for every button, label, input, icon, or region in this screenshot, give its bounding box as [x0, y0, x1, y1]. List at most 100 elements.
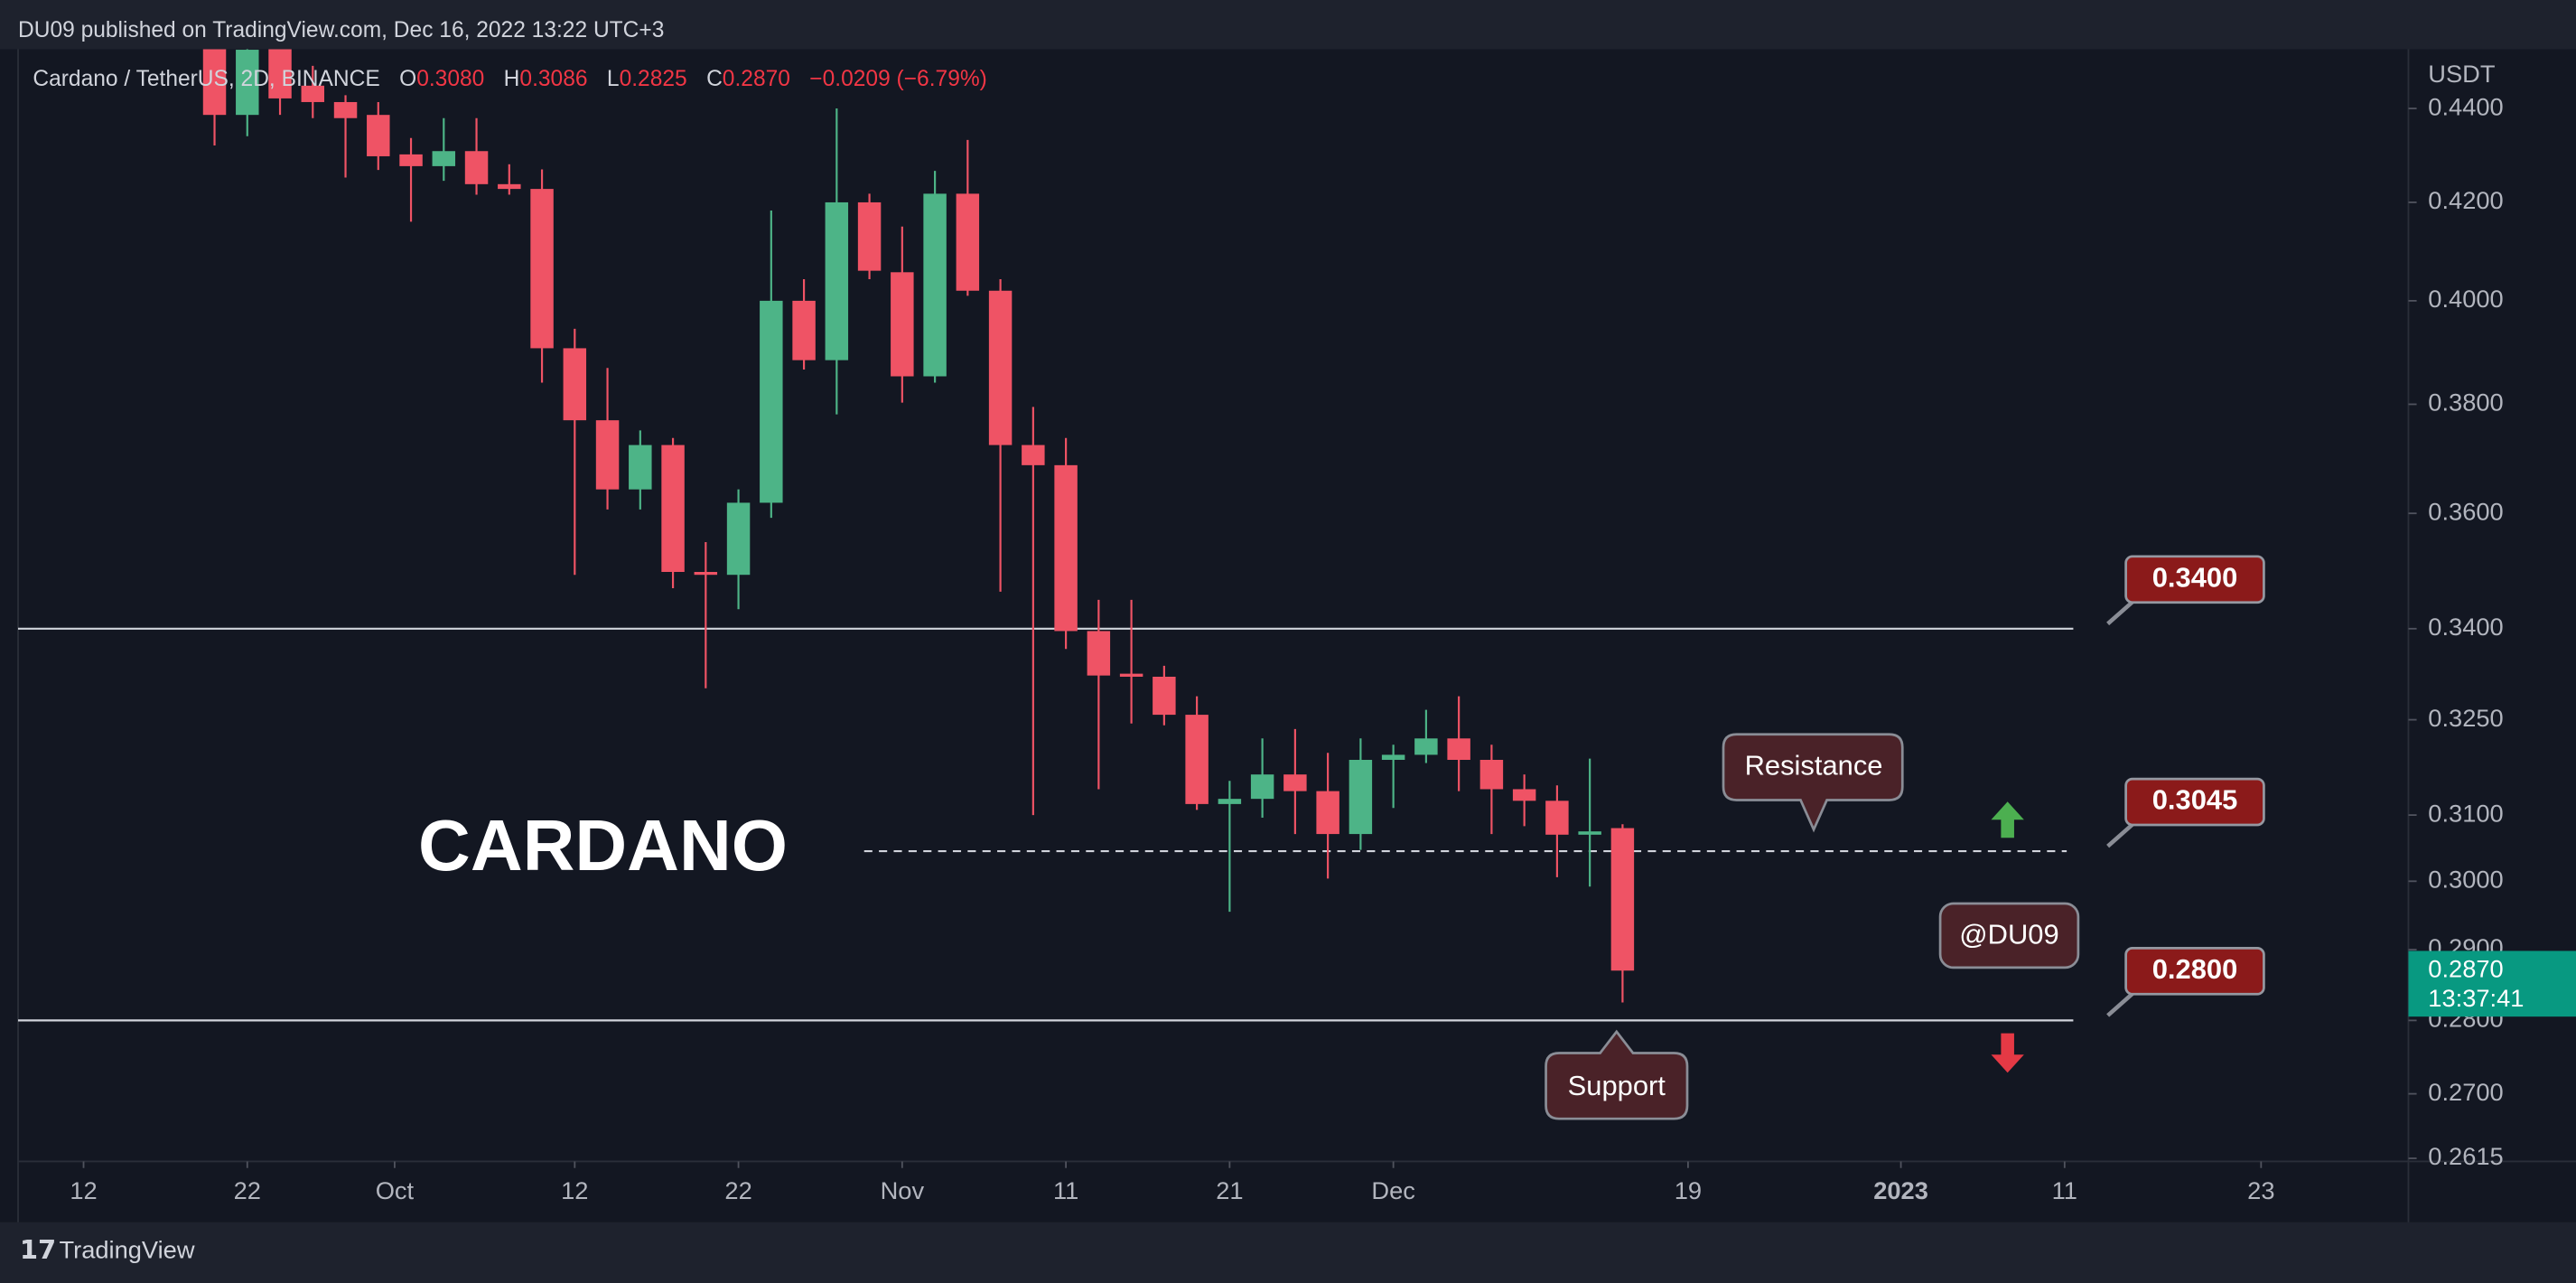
annotation: @DU09: [1959, 919, 2058, 951]
candle-body: [1054, 464, 1078, 632]
candle-body: [1119, 673, 1143, 677]
candle-body: [1545, 801, 1569, 835]
candle-body: [1185, 715, 1209, 804]
footer-text: TradingView: [59, 1236, 194, 1264]
x-tick-label: 19: [1675, 1176, 1702, 1204]
candle-body: [236, 50, 259, 116]
candle-body: [1512, 789, 1536, 801]
logo: 𝟭𝟳: [20, 1236, 56, 1265]
level-label: 0.2800: [2152, 953, 2238, 985]
candle-body: [563, 348, 587, 421]
candle-body: [923, 193, 947, 377]
x-tick-label: Dec: [1371, 1176, 1415, 1204]
candle-body: [629, 445, 652, 490]
candle-body: [956, 193, 980, 291]
candle-body: [1578, 831, 1601, 835]
y-tick-label: 0.4400: [2428, 92, 2503, 120]
legend: Cardano / TetherUS, 2D, BINANCE O0.3080 …: [33, 68, 986, 92]
candle-body: [661, 445, 685, 573]
y-tick-label: 0.2615: [2428, 1142, 2503, 1170]
candle-body: [988, 290, 1013, 445]
y-tick-label: 0.2700: [2428, 1078, 2503, 1106]
candle-body: [694, 572, 718, 576]
candle-body: [530, 189, 554, 349]
x-tick-label: Oct: [376, 1176, 415, 1204]
candle-body: [1479, 759, 1504, 790]
candle-body: [301, 85, 325, 102]
x-tick-label: 12: [561, 1176, 588, 1204]
x-tick-label: 2023: [1873, 1176, 1928, 1204]
plot: [18, 49, 2074, 1022]
overlay: Cardano / TetherUS, 2D, BINANCE O0.3080 …: [33, 68, 2265, 1120]
x-tick-label: Nov: [881, 1176, 925, 1204]
candle-body: [432, 151, 456, 166]
x-tick-label: 21: [1216, 1176, 1243, 1204]
summary-label: H: [504, 68, 520, 92]
arrow-up: [1991, 801, 2024, 838]
annotation: Resistance: [1745, 749, 1883, 781]
summary-value: 0.3086: [519, 68, 587, 92]
candle-body: [1414, 738, 1438, 755]
summary-label: L: [607, 68, 620, 92]
y-tick-label: 0.4000: [2428, 285, 2503, 313]
bottom-bar: [0, 1222, 2576, 1283]
price-tag: [2408, 951, 2576, 1017]
summary-change: −0.0209 (−6.79%): [809, 68, 987, 92]
x-tick-label: 23: [2247, 1176, 2274, 1204]
candle-body: [1447, 738, 1470, 760]
top-bar: [0, 0, 2576, 50]
level-callout: [2124, 777, 2265, 827]
y-tick-label: 0.3600: [2428, 497, 2503, 525]
summary-value: 0.2870: [723, 68, 790, 92]
candle-body: [464, 151, 489, 184]
candle-body: [498, 183, 521, 190]
y-tick-label: 0.3000: [2428, 866, 2503, 894]
candle-body: [1022, 445, 1045, 465]
candle-body: [333, 101, 358, 118]
callout-box: [1938, 902, 2080, 969]
candle-body: [792, 300, 816, 361]
x-tick-label: 22: [234, 1176, 261, 1204]
candle-body: [1250, 774, 1274, 800]
candle-body: [1087, 631, 1111, 676]
level-callout: [2124, 947, 2265, 996]
candle-body: [825, 201, 849, 361]
y-axis-label: USDT: [2428, 60, 2496, 88]
arrow-down: [1991, 1033, 2024, 1073]
candle-body: [367, 115, 390, 156]
candle-body: [891, 272, 914, 377]
level-callout: [2124, 555, 2265, 604]
candle-body: [726, 502, 751, 576]
x-tick-label: 22: [724, 1176, 751, 1204]
symbol: Cardano / TetherUS, 2D, BINANCE: [33, 68, 379, 92]
annotation: Support: [1568, 1070, 1666, 1101]
level-label: 0.3045: [2152, 784, 2238, 816]
candle-body: [1349, 759, 1373, 835]
candle-body: [1316, 791, 1339, 835]
y-tick-label: 0.3400: [2428, 613, 2503, 641]
y-tick-label: 0.3800: [2428, 389, 2503, 417]
candle-body: [1610, 828, 1635, 971]
x-tick-label: 12: [70, 1176, 97, 1204]
x-tick-label: 11: [2052, 1176, 2077, 1204]
candle-body: [1283, 774, 1307, 791]
price-tag-countdown: 13:37:41: [2428, 984, 2524, 1012]
y-tick-label: 0.3100: [2428, 799, 2503, 827]
x-tick-label: 11: [1053, 1176, 1078, 1204]
candle-body: [595, 420, 620, 490]
summary-label: O: [399, 68, 416, 92]
candle-body: [1381, 754, 1405, 760]
header: DU09 published on TradingView.com, Dec 1…: [18, 18, 664, 42]
summary-value: 0.2825: [620, 68, 687, 92]
footer: 𝟭𝟳 TradingView: [20, 1236, 195, 1265]
candle-body: [857, 201, 882, 271]
price-tag-label: 0.2870: [2428, 954, 2503, 982]
candle-body: [760, 300, 783, 503]
candle-body: [202, 49, 227, 116]
candle-body: [399, 154, 423, 166]
callout-box: [1722, 733, 1904, 833]
candle-body: [1153, 676, 1176, 716]
